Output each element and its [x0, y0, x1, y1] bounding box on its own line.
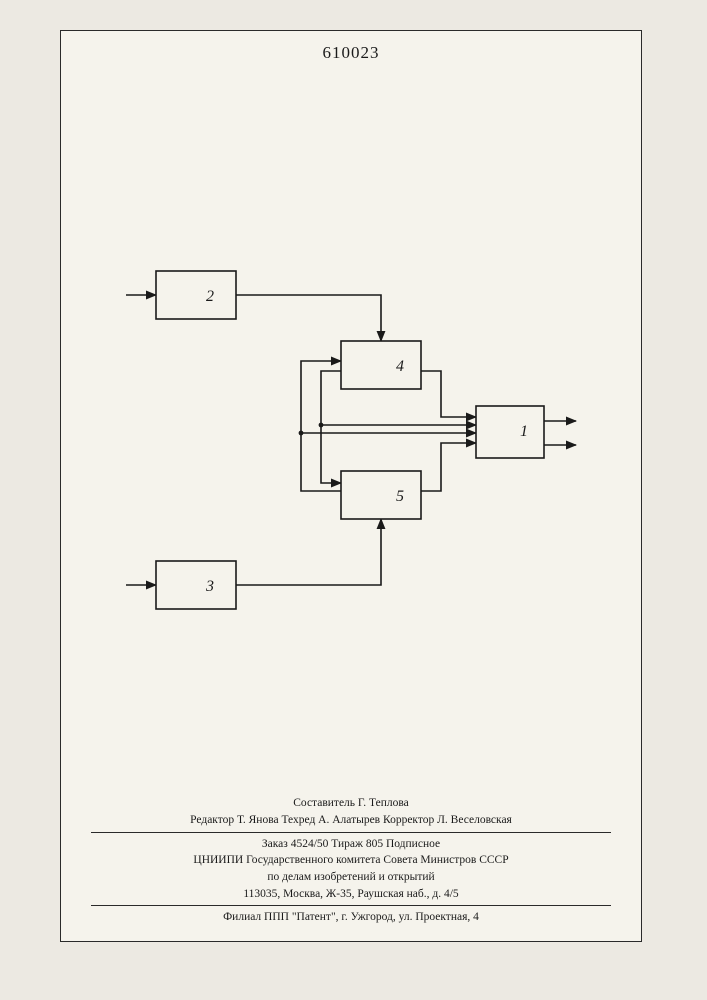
block-label-b5: 5 — [396, 488, 404, 505]
document-number: 610023 — [61, 43, 641, 63]
footer-address: 113035, Москва, Ж-35, Раушская наб., д. … — [61, 886, 641, 903]
footer-org: ЦНИИПИ Государственного комитета Совета … — [61, 852, 641, 869]
footer-org2: по делам изобретений и открытий — [61, 869, 641, 886]
block-label-b4: 4 — [396, 358, 404, 375]
footer-rule-1 — [91, 832, 611, 833]
footer-compiler: Составитель Г. Теплова — [61, 795, 641, 812]
document-frame: 610023 2 3 4 5 1 Составитель Г. Теплова Реда… — [60, 30, 642, 942]
connector-arrow — [421, 443, 476, 491]
block-b3 — [156, 561, 236, 609]
connector-arrow — [236, 295, 381, 341]
junction-dot — [299, 431, 304, 436]
block-label-b3: 3 — [205, 578, 214, 595]
block-b1 — [476, 406, 544, 458]
page: 610023 2 3 4 5 1 Составитель Г. Теплова Реда… — [0, 0, 707, 1000]
block-b4 — [341, 341, 421, 389]
junction-dot — [319, 423, 324, 428]
footer-editors: Редактор Т. Янова Техред А. Алатырев Кор… — [61, 812, 641, 829]
block-b5 — [341, 471, 421, 519]
footer-branch: Филиал ППП "Патент", г. Ужгород, ул. Про… — [61, 909, 641, 926]
connector-arrow — [236, 519, 381, 585]
block-diagram: 2 3 4 5 1 — [121, 211, 581, 631]
footer-rule-2 — [91, 905, 611, 906]
footer-order: Заказ 4524/50 Тираж 805 Подписное — [61, 836, 641, 853]
footer-colophon: Составитель Г. Теплова Редактор Т. Янова… — [61, 795, 641, 926]
connector-arrow — [421, 371, 476, 417]
block-label-b1: 1 — [520, 423, 528, 440]
block-label-b2: 2 — [206, 288, 214, 305]
block-b2 — [156, 271, 236, 319]
